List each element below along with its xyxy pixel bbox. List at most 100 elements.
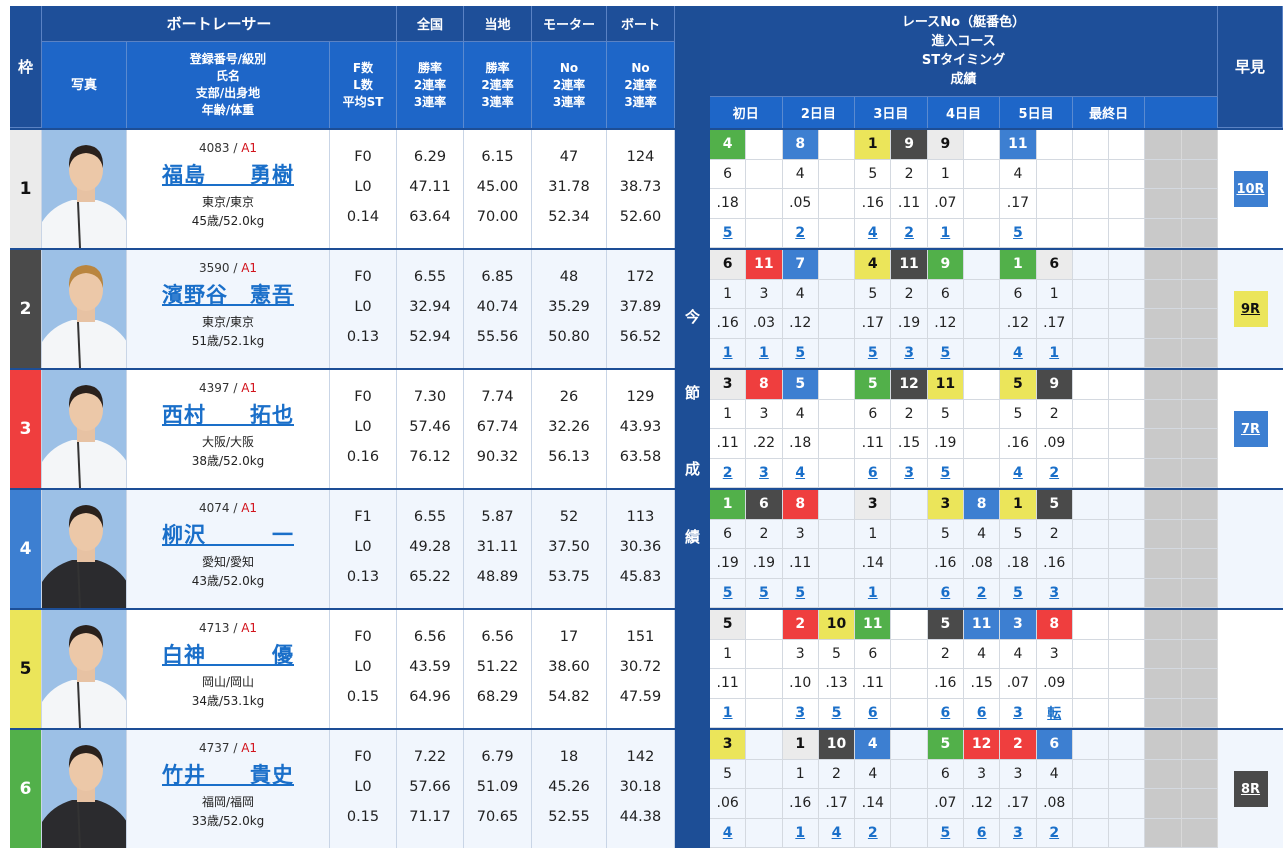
result-cell[interactable]: 2 xyxy=(1036,458,1073,488)
result-cell[interactable]: 2 xyxy=(1036,818,1073,848)
race-result-link[interactable]: 6 xyxy=(940,584,951,601)
result-cell[interactable]: 4 xyxy=(855,218,892,248)
result-cell[interactable]: 1 xyxy=(927,218,964,248)
race-result-link[interactable]: 1 xyxy=(722,344,733,361)
race-result-link[interactable]: 1 xyxy=(722,704,733,721)
race-result-link[interactable]: 2 xyxy=(722,464,733,481)
result-cell[interactable]: 6 xyxy=(855,458,892,488)
racer-name-link[interactable]: 柳沢 一 xyxy=(162,523,294,547)
result-cell[interactable]: 1 xyxy=(855,578,892,608)
result-cell[interactable]: 3 xyxy=(782,698,819,728)
race-result-link[interactable]: 1 xyxy=(759,344,769,361)
result-cell[interactable]: 5 xyxy=(927,818,964,848)
result-cell[interactable]: 3 xyxy=(1000,698,1037,728)
race-result-link[interactable]: 6 xyxy=(976,824,987,841)
result-cell[interactable]: 3 xyxy=(1000,818,1037,848)
race-result-link[interactable]: 5 xyxy=(831,704,842,721)
race-result-link[interactable]: 5 xyxy=(867,344,878,361)
race-result-link[interactable]: 3 xyxy=(904,344,914,361)
result-cell[interactable]: 5 xyxy=(746,578,783,608)
result-cell[interactable]: 6 xyxy=(855,698,892,728)
result-cell[interactable]: 6 xyxy=(964,698,1001,728)
race-result-link[interactable]: 5 xyxy=(1013,584,1023,601)
result-cell[interactable]: 5 xyxy=(927,458,964,488)
race-result-link[interactable]: 4 xyxy=(1013,344,1023,361)
race-result-link[interactable]: 6 xyxy=(976,704,987,721)
race-result-link[interactable]: 2 xyxy=(1049,824,1060,841)
race-result-link[interactable]: 2 xyxy=(1049,464,1060,481)
racer-name-link[interactable]: 竹井 貴史 xyxy=(162,763,294,787)
result-cell[interactable]: 4 xyxy=(1000,458,1037,488)
race-result-link[interactable]: 3 xyxy=(1013,824,1023,841)
result-cell[interactable]: 2 xyxy=(782,218,819,248)
race-result-link[interactable]: 5 xyxy=(722,584,733,601)
hayami-button[interactable]: 8R xyxy=(1233,771,1268,807)
result-cell[interactable]: 5 xyxy=(855,338,892,368)
race-result-link[interactable]: 5 xyxy=(795,344,806,361)
result-cell[interactable]: 1 xyxy=(710,698,747,728)
result-cell[interactable]: 1 xyxy=(710,338,747,368)
result-cell[interactable]: 2 xyxy=(964,578,1001,608)
result-cell[interactable]: 3 xyxy=(891,338,928,368)
race-result-link[interactable]: 4 xyxy=(795,464,806,481)
result-cell[interactable]: 6 xyxy=(927,578,964,608)
racer-name-link[interactable]: 濱野谷 憲吾 xyxy=(162,283,294,307)
race-result-link[interactable]: 2 xyxy=(867,824,878,841)
race-result-link[interactable]: 5 xyxy=(759,584,769,601)
hayami-button[interactable]: 10R xyxy=(1233,171,1268,207)
race-result-link[interactable]: 4 xyxy=(831,824,842,841)
race-result-link[interactable]: 5 xyxy=(940,464,951,481)
racer-name-link[interactable]: 福島 勇樹 xyxy=(162,163,294,187)
race-result-link[interactable]: 2 xyxy=(976,584,987,601)
result-cell[interactable]: 4 xyxy=(710,818,747,848)
result-cell[interactable]: 2 xyxy=(855,818,892,848)
race-result-link[interactable]: 4 xyxy=(867,224,878,241)
race-result-link[interactable]: 1 xyxy=(1049,344,1060,361)
result-cell[interactable]: 5 xyxy=(782,578,819,608)
result-cell[interactable]: 2 xyxy=(891,218,928,248)
race-result-link[interactable]: 3 xyxy=(795,704,806,721)
race-result-link[interactable]: 5 xyxy=(1013,224,1023,241)
race-result-link[interactable]: 4 xyxy=(1013,464,1023,481)
race-result-link[interactable]: 3 xyxy=(1013,704,1023,721)
race-result-link[interactable]: 5 xyxy=(940,824,951,841)
race-result-link[interactable]: 1 xyxy=(867,584,878,601)
result-cell[interactable]: 3 xyxy=(1036,578,1073,608)
result-cell[interactable]: 1 xyxy=(1036,338,1073,368)
result-cell[interactable]: 5 xyxy=(818,698,856,728)
result-cell[interactable]: 5 xyxy=(710,578,747,608)
race-result-link[interactable]: 6 xyxy=(940,704,951,721)
result-cell[interactable]: 1 xyxy=(782,818,819,848)
racer-name-link[interactable]: 西村 拓也 xyxy=(162,403,294,427)
result-cell[interactable]: 5 xyxy=(782,338,819,368)
hayami-button[interactable]: 7R xyxy=(1233,411,1268,447)
result-cell[interactable]: 6 xyxy=(964,818,1001,848)
race-result-link[interactable]: 5 xyxy=(940,344,951,361)
race-result-link[interactable]: 4 xyxy=(722,824,733,841)
race-result-link[interactable]: 1 xyxy=(940,224,951,241)
race-result-link[interactable]: 2 xyxy=(904,224,914,241)
hayami-button[interactable]: 9R xyxy=(1233,291,1268,327)
race-result-link[interactable]: 6 xyxy=(867,464,878,481)
result-cell[interactable]: 4 xyxy=(1000,338,1037,368)
race-result-link[interactable]: 3 xyxy=(904,464,914,481)
result-cell[interactable]: 転 xyxy=(1036,698,1073,728)
result-cell[interactable]: 5 xyxy=(710,218,747,248)
racer-name-link[interactable]: 白神 優 xyxy=(162,643,294,667)
race-result-link[interactable]: 5 xyxy=(722,224,733,241)
race-result-link[interactable]: 6 xyxy=(867,704,878,721)
result-cell[interactable]: 4 xyxy=(818,818,856,848)
result-cell[interactable]: 4 xyxy=(782,458,819,488)
race-result-link[interactable]: 5 xyxy=(795,584,806,601)
result-cell[interactable]: 5 xyxy=(927,338,964,368)
result-cell[interactable]: 5 xyxy=(1000,218,1037,248)
result-cell[interactable]: 5 xyxy=(1000,578,1037,608)
race-result-link[interactable]: 3 xyxy=(1049,584,1060,601)
race-result-link[interactable]: 2 xyxy=(795,224,806,241)
result-cell[interactable]: 1 xyxy=(746,338,783,368)
result-cell[interactable]: 3 xyxy=(746,458,783,488)
race-result-link[interactable]: 1 xyxy=(795,824,806,841)
result-cell[interactable]: 2 xyxy=(710,458,747,488)
result-cell[interactable]: 6 xyxy=(927,698,964,728)
race-result-link[interactable]: 転 xyxy=(1047,705,1062,722)
